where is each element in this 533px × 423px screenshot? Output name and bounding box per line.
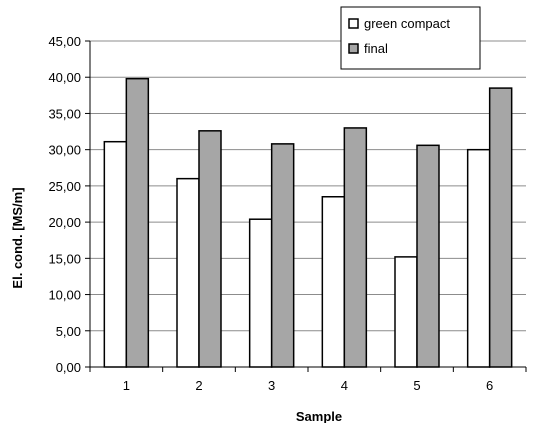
x-tick-label: 2: [195, 378, 202, 393]
y-tick-label: 10,00: [48, 288, 81, 303]
bar-green-compact-2: [176, 177, 200, 368]
y-tick-label: 15,00: [48, 251, 81, 266]
y-tick-label: 30,00: [48, 143, 81, 158]
bar-final-6: [488, 87, 513, 368]
bar-green-compact-3: [248, 218, 273, 368]
y-tick-label: 35,00: [48, 106, 81, 121]
legend-box: [340, 6, 481, 70]
legend-swatch-final: [348, 43, 359, 54]
y-tick-label: 0,00: [56, 360, 81, 375]
y-tick-label: 40,00: [48, 70, 81, 85]
bar-green-compact-4: [321, 196, 346, 368]
legend: green compact final: [340, 6, 481, 70]
bar-final-1: [125, 77, 150, 368]
gridlines: [85, 40, 527, 372]
x-tick-label: 1: [123, 378, 130, 393]
x-tick-label: 3: [268, 378, 275, 393]
legend-label-final: final: [364, 41, 388, 56]
bar-green-compact-6: [466, 148, 491, 368]
y-axis-title: El. cond. [MS/m]: [10, 187, 25, 288]
y-tick-label: 45,00: [48, 34, 81, 49]
legend-swatch-green-compact: [348, 18, 359, 29]
bar-final-2: [198, 130, 222, 368]
x-tick-label: 5: [413, 378, 420, 393]
x-axis-title: Sample: [296, 409, 342, 423]
y-tick-label: 5,00: [56, 324, 81, 339]
bar-final-4: [343, 127, 368, 368]
y-tick-labels: 0,00 5,00 10,00 15,00 20,00 25,00 30,00 35,00 40…: [48, 34, 81, 375]
legend-label-green-compact: green compact: [364, 16, 450, 31]
bar-green-compact-5: [394, 256, 418, 368]
y-tick-label: 20,00: [48, 215, 81, 230]
x-tick-label: 6: [486, 378, 493, 393]
bars: [103, 77, 513, 368]
bar-green-compact-1: [103, 140, 128, 368]
bar-final-5: [416, 144, 440, 368]
y-tick-label: 25,00: [48, 179, 81, 194]
axes: [89, 41, 526, 368]
x-tick-labels: 1 2 3 4 5 6: [123, 378, 494, 393]
bar-final-3: [270, 143, 295, 368]
x-tick-label: 4: [341, 378, 348, 393]
